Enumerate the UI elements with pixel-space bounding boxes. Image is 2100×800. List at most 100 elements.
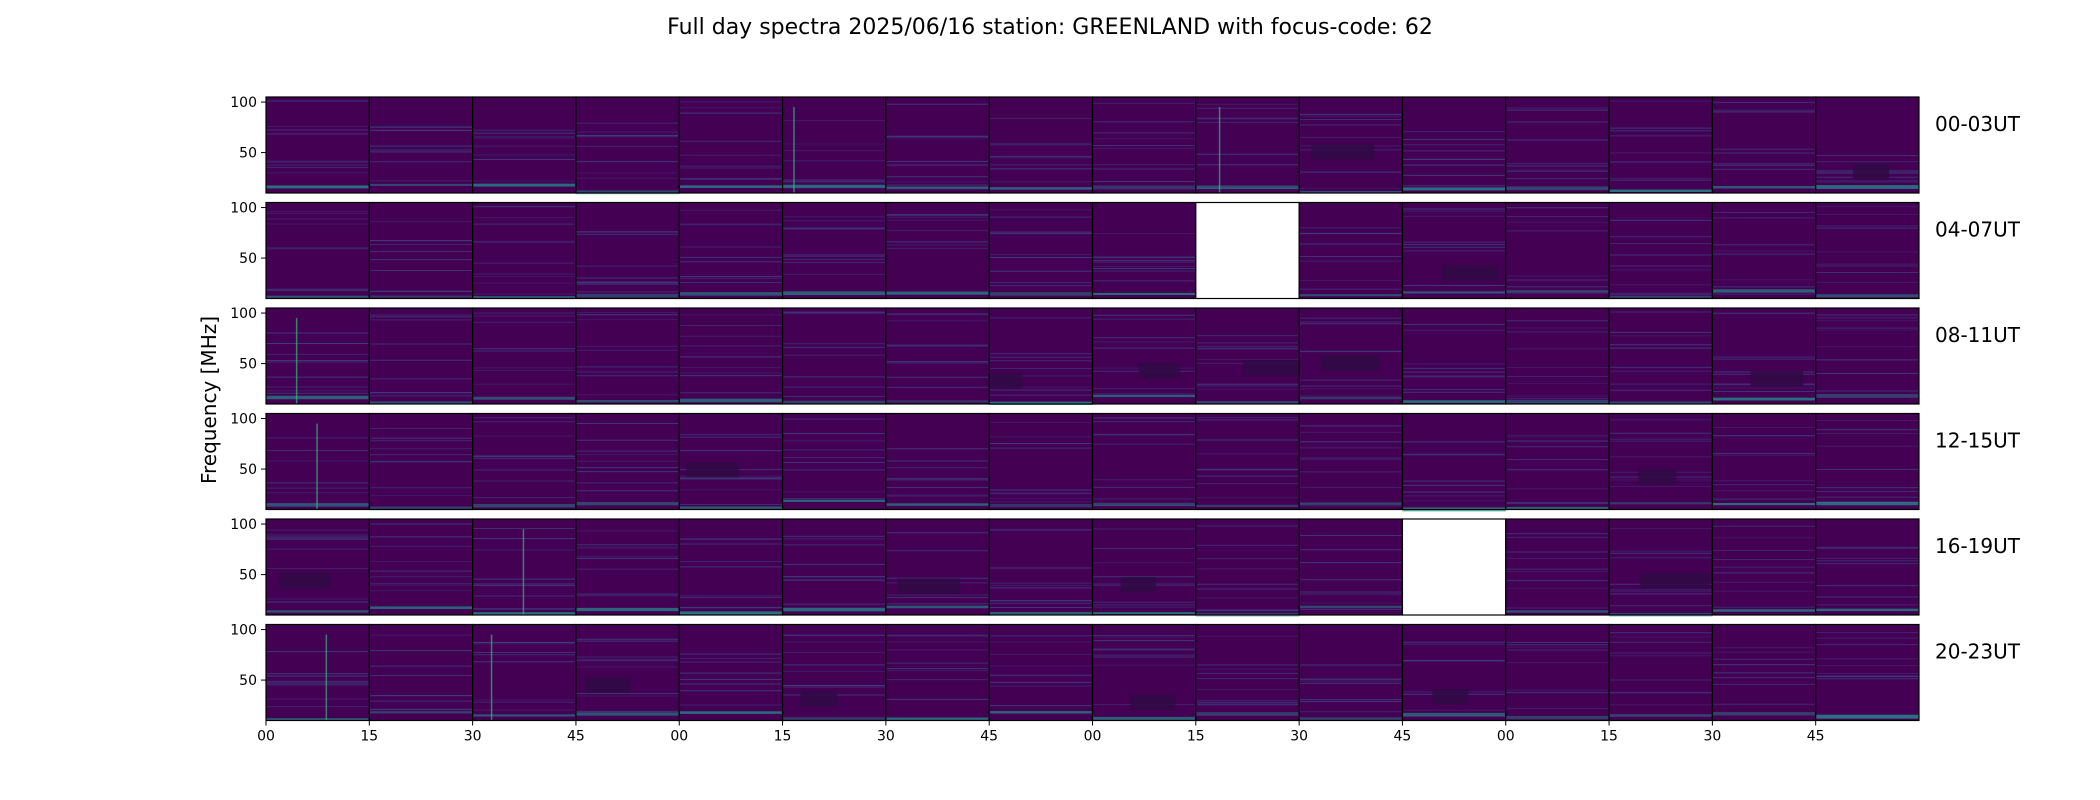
dark-block	[800, 691, 838, 707]
dark-block	[1130, 694, 1176, 710]
noise-band	[885, 605, 990, 609]
panel-background	[1195, 624, 1300, 721]
panel-background	[885, 308, 990, 404]
dark-block	[1120, 577, 1157, 593]
dark-block	[1243, 360, 1302, 376]
spectrum-panel	[781, 412, 887, 511]
x-axis: 00 15 30 45 00 15 30 45 00 15 30 45 00 15 30 45	[257, 720, 1825, 745]
x-tick-label: 00	[670, 729, 688, 745]
noise-band	[989, 292, 1093, 296]
spectrum-panel	[472, 412, 577, 511]
panel-background	[1195, 308, 1300, 404]
spectrum-panel	[1401, 307, 1507, 405]
panel-background	[679, 308, 783, 404]
spectrum-panel	[472, 96, 577, 194]
panel-background	[885, 624, 990, 721]
spectrum-panel	[472, 623, 577, 722]
row-time-label: 12-15UT	[1935, 429, 2021, 453]
x-tick-label: 00	[1084, 729, 1102, 745]
noise-band	[1195, 401, 1300, 404]
noise-band	[472, 503, 576, 508]
panel-background	[575, 308, 680, 404]
noise-band	[1609, 295, 1713, 298]
spectrum-panel	[1091, 518, 1197, 616]
noise-band	[1505, 715, 1610, 720]
spectrum-panel	[1608, 201, 1713, 300]
panel-background	[1712, 97, 1816, 193]
panel-background	[266, 624, 370, 721]
spectrum-panel	[265, 623, 370, 722]
panel-background	[1092, 202, 1196, 299]
spectrum-panel	[1608, 623, 1713, 722]
panel-background	[1609, 202, 1713, 299]
noise-band	[885, 717, 990, 721]
panel-background	[1712, 202, 1816, 299]
panel-background	[989, 519, 1093, 615]
panel-background	[1815, 519, 1919, 615]
spectrum-panel	[1195, 96, 1300, 194]
x-tick-label: 30	[1290, 729, 1308, 745]
noise-band	[989, 711, 1093, 714]
spectrum-panel	[1195, 518, 1300, 617]
spectrum-panel	[678, 201, 784, 300]
spectrum-panel	[575, 96, 680, 195]
spectrum-panel	[781, 307, 887, 405]
noise-band	[472, 296, 576, 299]
spectrum-panel	[1401, 96, 1507, 194]
panel-background	[1299, 624, 1403, 721]
x-tick-label: 15	[1600, 729, 1618, 745]
spectrum-panel	[1711, 96, 1817, 194]
spectrum-panel	[1608, 412, 1713, 511]
spectrum-panel	[988, 201, 1094, 300]
panel-background	[1092, 97, 1196, 193]
y-tick-label: 50	[239, 251, 257, 267]
noise-band	[1195, 504, 1300, 507]
noise-band	[989, 187, 1093, 190]
noise-band	[1092, 502, 1196, 506]
noise-band	[989, 401, 1093, 405]
spectrum-panel	[1505, 623, 1610, 722]
panel-background	[1195, 519, 1300, 615]
spectrum-panel	[1711, 623, 1817, 722]
spectra-row: 50 100 20-23UT	[230, 623, 2021, 722]
spectra-row: 50 100 00-03UT	[230, 95, 2021, 195]
dark-block	[585, 677, 630, 693]
spectrum-panel	[1711, 518, 1817, 616]
noise-band	[1609, 714, 1713, 717]
panel-background	[1505, 97, 1610, 193]
panel-background	[472, 308, 576, 404]
spectrum-panel	[678, 96, 784, 194]
panel-background	[1505, 624, 1610, 721]
noise-band	[369, 606, 473, 609]
panel-background	[1299, 413, 1403, 510]
panel-background	[1609, 308, 1713, 404]
noise-band	[1712, 502, 1816, 506]
spectrum-panel	[1505, 412, 1610, 511]
spectrum-panel	[1298, 307, 1404, 405]
panel-background	[472, 413, 576, 510]
spectrum-panel	[575, 307, 680, 405]
panel-background	[1402, 519, 1506, 615]
spectrum-panel	[1298, 518, 1404, 616]
panel-background	[1195, 97, 1300, 193]
spectrum-panel	[1091, 307, 1197, 405]
spectrum-panel	[1298, 412, 1404, 511]
noise-band	[1092, 612, 1196, 615]
dark-block	[1432, 689, 1469, 705]
noise-band	[1092, 394, 1196, 398]
noise-band	[1299, 605, 1403, 608]
x-tick-label: 15	[360, 729, 378, 745]
panel-background	[472, 624, 576, 721]
spectra-row: 50 100 16-19UT	[230, 517, 2021, 617]
spectrum-panel	[265, 96, 370, 194]
noise-band	[1092, 716, 1196, 721]
panel-background	[782, 308, 886, 404]
panel-background	[885, 519, 990, 615]
panel-frame	[1815, 412, 1920, 511]
panel-background	[1815, 624, 1919, 721]
row-time-label: 20-23UT	[1935, 640, 2021, 664]
panel-background	[1505, 308, 1610, 404]
spectrum-panel	[1091, 623, 1197, 722]
noise-band	[1505, 400, 1610, 404]
